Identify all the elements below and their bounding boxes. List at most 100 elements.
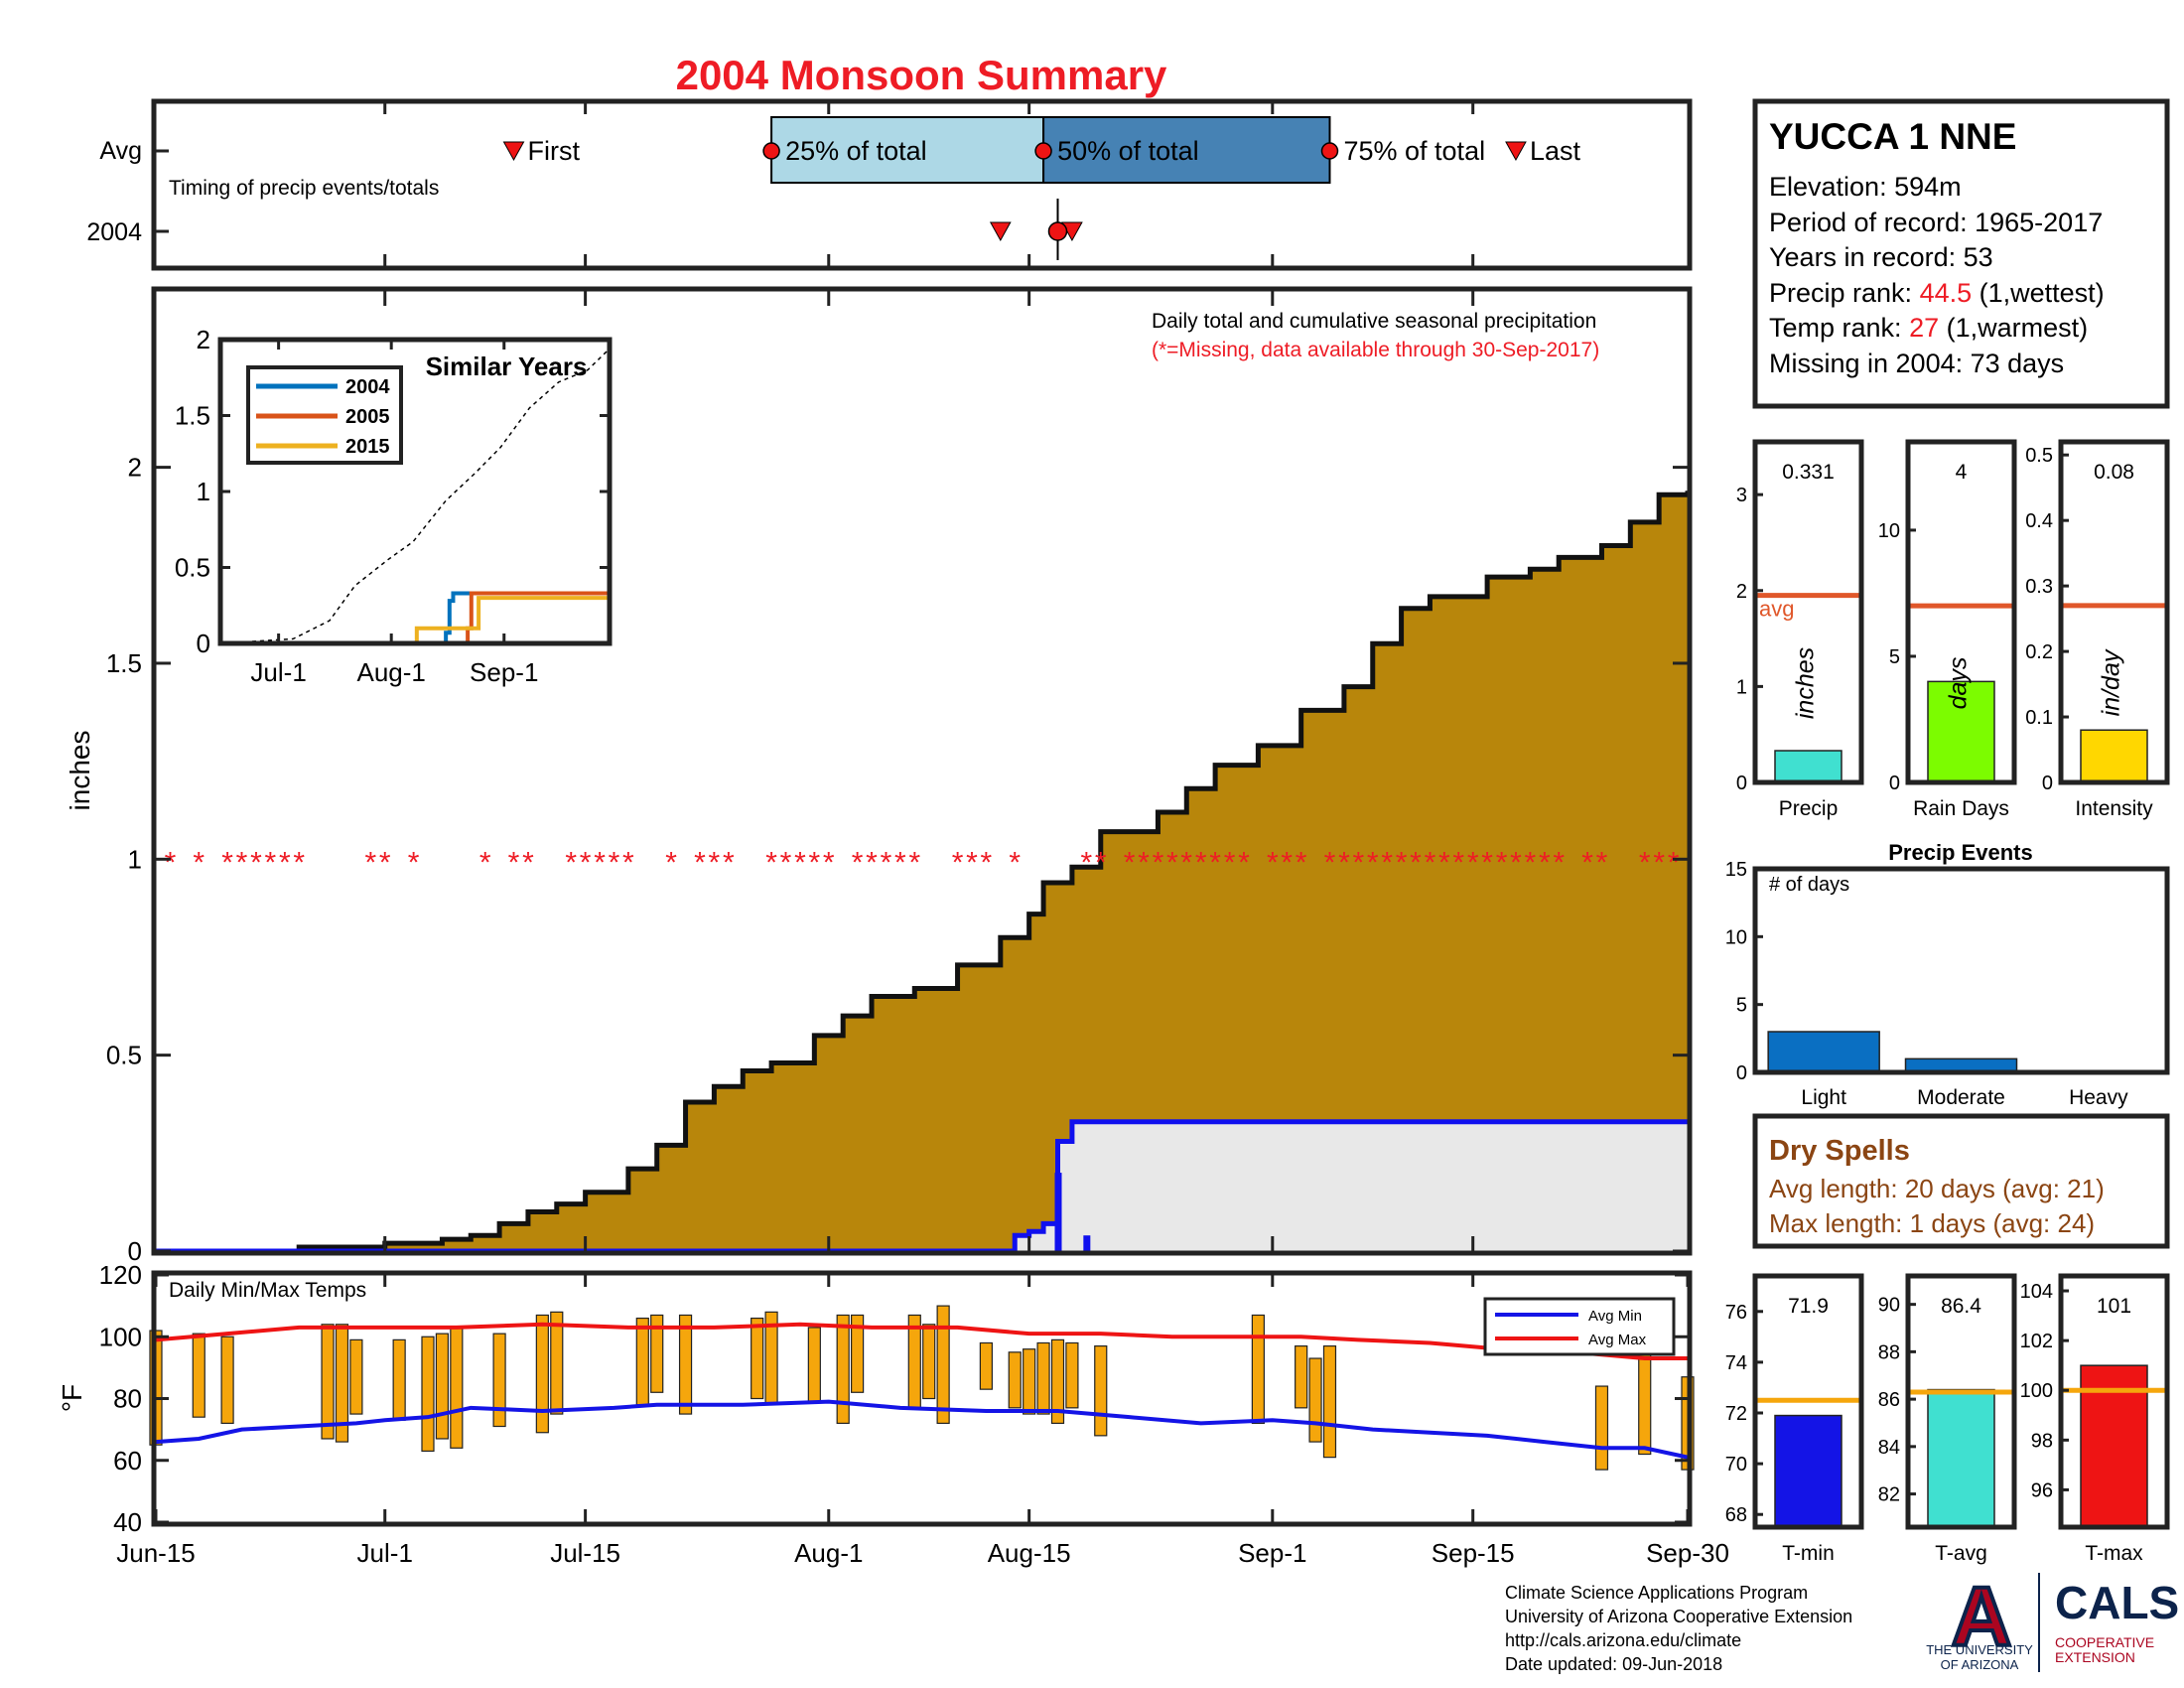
temp-stat-tick-label-1-3: 88: [1878, 1341, 1900, 1363]
temp-range-bar-16: [751, 1317, 764, 1400]
temp-range-bar-6: [392, 1338, 406, 1421]
temp-range-bar-8: [435, 1333, 450, 1440]
temp-panel: 40 60 80 100 120 Jun-15 Jul-1 Jul-15 Aug-1 Aug-15…: [57, 1260, 1729, 1568]
cumulative-average-area: [156, 491, 1688, 1251]
temp-frame: [151, 1270, 1693, 1527]
missing-day-marker-37: *: [1080, 846, 1092, 879]
dry-spells-box: Dry Spells Avg length: 20 days (avg: 21)…: [1752, 1113, 2170, 1249]
temp-stat-value-0: 71.9: [1788, 1295, 1829, 1318]
temp-range-bar-30: [1094, 1344, 1108, 1437]
missing-day-marker-10: *: [408, 846, 420, 879]
temp-stat-value-2: 101: [2097, 1295, 2131, 1318]
temp-stat-frame-0: [1752, 1273, 1864, 1530]
avg-min-line: [155, 1399, 1689, 1460]
precip-panel: * * * * * * * * * * * * * * * * * * * * * * * * * * * * * * * * * * * * * * * *…: [65, 286, 1693, 1266]
missing-day-marker-30: *: [881, 846, 892, 879]
temp-range-bar-20: [851, 1314, 865, 1393]
missing-day-marker-44: *: [1195, 846, 1207, 879]
precip-stat-frame-1: [1905, 439, 2017, 785]
temp-range-bar-9: [450, 1327, 464, 1449]
station-elevation: Elevation: 594m: [1769, 172, 1962, 202]
missing-day-marker-24: *: [780, 846, 792, 879]
temp-y-tick-label-2: 80: [113, 1384, 142, 1414]
cals-logo-line-1: COOPERATIVE: [2055, 1634, 2154, 1650]
missing-day-marker-9: *: [379, 846, 391, 879]
station-frame: [1752, 98, 2170, 409]
missing-day-marker-49: *: [1281, 846, 1293, 879]
precip-stat-value-0: 0.331: [1782, 461, 1835, 484]
temp-stat-tick-label-0-4: 76: [1725, 1302, 1747, 1324]
missing-day-marker-39: *: [1124, 846, 1136, 879]
missing-day-marker-60: *: [1452, 846, 1464, 879]
timing-q50-marker: [1034, 142, 1052, 160]
precip-stat-bar-2: [2080, 729, 2148, 783]
dry-spells-avg: Avg length: 20 days (avg: 21): [1769, 1174, 2105, 1203]
missing-day-marker-53: *: [1352, 846, 1364, 879]
temp-range-bar-24: [979, 1341, 993, 1390]
university-logo: A THE UNIVERSITY OF ARIZONA: [1926, 1568, 2033, 1672]
missing-day-marker-59: *: [1438, 846, 1450, 879]
temp-stat-value-1: 86.4: [1941, 1295, 1981, 1318]
missing-day-marker-66: *: [1539, 846, 1551, 879]
timing-q50-label: 50% of total: [1057, 136, 1199, 166]
temp-stat-tick-label-2-3: 102: [2020, 1331, 2053, 1352]
daily-precip-bar-1: [1083, 1235, 1091, 1251]
temp-range-bar-35: [1594, 1385, 1609, 1471]
temp-x-tick-label-4: Aug-15: [988, 1538, 1071, 1568]
missing-day-marker-34: *: [966, 846, 978, 879]
precip-y-tick-label-0: 0: [128, 1236, 142, 1266]
temp-stat-tick-label-2-4: 104: [2020, 1281, 2053, 1303]
inset-average-line: [219, 348, 611, 644]
temp-legend: Avg Min Avg Max: [1483, 1297, 1676, 1356]
precip-frame: [151, 286, 1693, 1256]
inset-title: Similar Years: [426, 352, 588, 381]
missing-day-marker-38: *: [1095, 846, 1107, 879]
missing-day-marker-67: *: [1553, 846, 1565, 879]
precip-y-label: inches: [65, 731, 95, 811]
missing-day-marker-4: *: [250, 846, 262, 879]
timing-panel: Avg 2004 Timing of precip events/totals …: [86, 98, 1693, 271]
missing-day-marker-11: *: [479, 846, 491, 879]
temp-range-bar-27: [1036, 1341, 1050, 1415]
precip-y-tick-label-4: 2: [128, 453, 142, 483]
temp-stat-tick-label-2-1: 98: [2031, 1430, 2053, 1452]
station-name: YUCCA 1 NNE: [1769, 116, 2016, 157]
inset-y-tick-label-4: 2: [197, 325, 210, 354]
timing-last-label: Last: [1530, 136, 1581, 166]
timing-year-first-marker: [989, 221, 1012, 242]
ua-logo-line-2: OF ARIZONA: [1941, 1657, 2019, 1672]
missing-day-marker-2: *: [221, 846, 233, 879]
temp-rank-label: Temp rank:: [1769, 313, 1909, 343]
temp-range-bar-36: [1638, 1344, 1652, 1456]
cumulative-2004-area: [156, 1121, 1688, 1251]
daily-precip-bar-0: [1054, 1173, 1062, 1251]
cals-logo-line-2: EXTENSION: [2055, 1649, 2135, 1665]
missing-day-marker-51: *: [1324, 846, 1336, 879]
timing-frame: [151, 98, 1693, 271]
missing-day-marker-36: *: [1009, 846, 1021, 879]
precip-events-bar-0: [1767, 1031, 1880, 1073]
temp-range-bar-3: [321, 1324, 335, 1440]
precip-stat-bar-0: [1774, 750, 1843, 783]
inset-x-tick-label-0: Jul-1: [250, 657, 306, 687]
precip-events-frame: [1752, 866, 2170, 1075]
inset-legend-label-2005: 2005: [345, 406, 390, 428]
precip-stat-tick-label-2-3: 0.3: [2025, 576, 2053, 598]
precip-stat-tick-label-1-1: 5: [1889, 646, 1900, 668]
temp-range-bar-23: [936, 1305, 950, 1425]
missing-day-marker-55: *: [1381, 846, 1393, 879]
precip-y-tick-label-2: 1: [128, 844, 142, 874]
missing-day-marker-3: *: [236, 846, 248, 879]
timing-q25-label: 25% of total: [785, 136, 927, 166]
temp-stat-label-0: T-min: [1782, 1542, 1835, 1565]
inset-y-tick-label-1: 0.5: [175, 553, 210, 583]
missing-day-marker-28: *: [852, 846, 864, 879]
precip-stat-unit-1: days: [1945, 657, 1973, 710]
temp-range-bar-19: [836, 1314, 850, 1425]
timing-q75-label: 75% of total: [1343, 136, 1485, 166]
dry-spells-frame: [1752, 1113, 2170, 1249]
ua-logo-line-1: THE UNIVERSITY: [1926, 1642, 2033, 1657]
missing-day-marker-17: *: [609, 846, 620, 879]
missing-day-marker-56: *: [1396, 846, 1408, 879]
temp-stat-tick-label-0-2: 72: [1725, 1403, 1747, 1425]
